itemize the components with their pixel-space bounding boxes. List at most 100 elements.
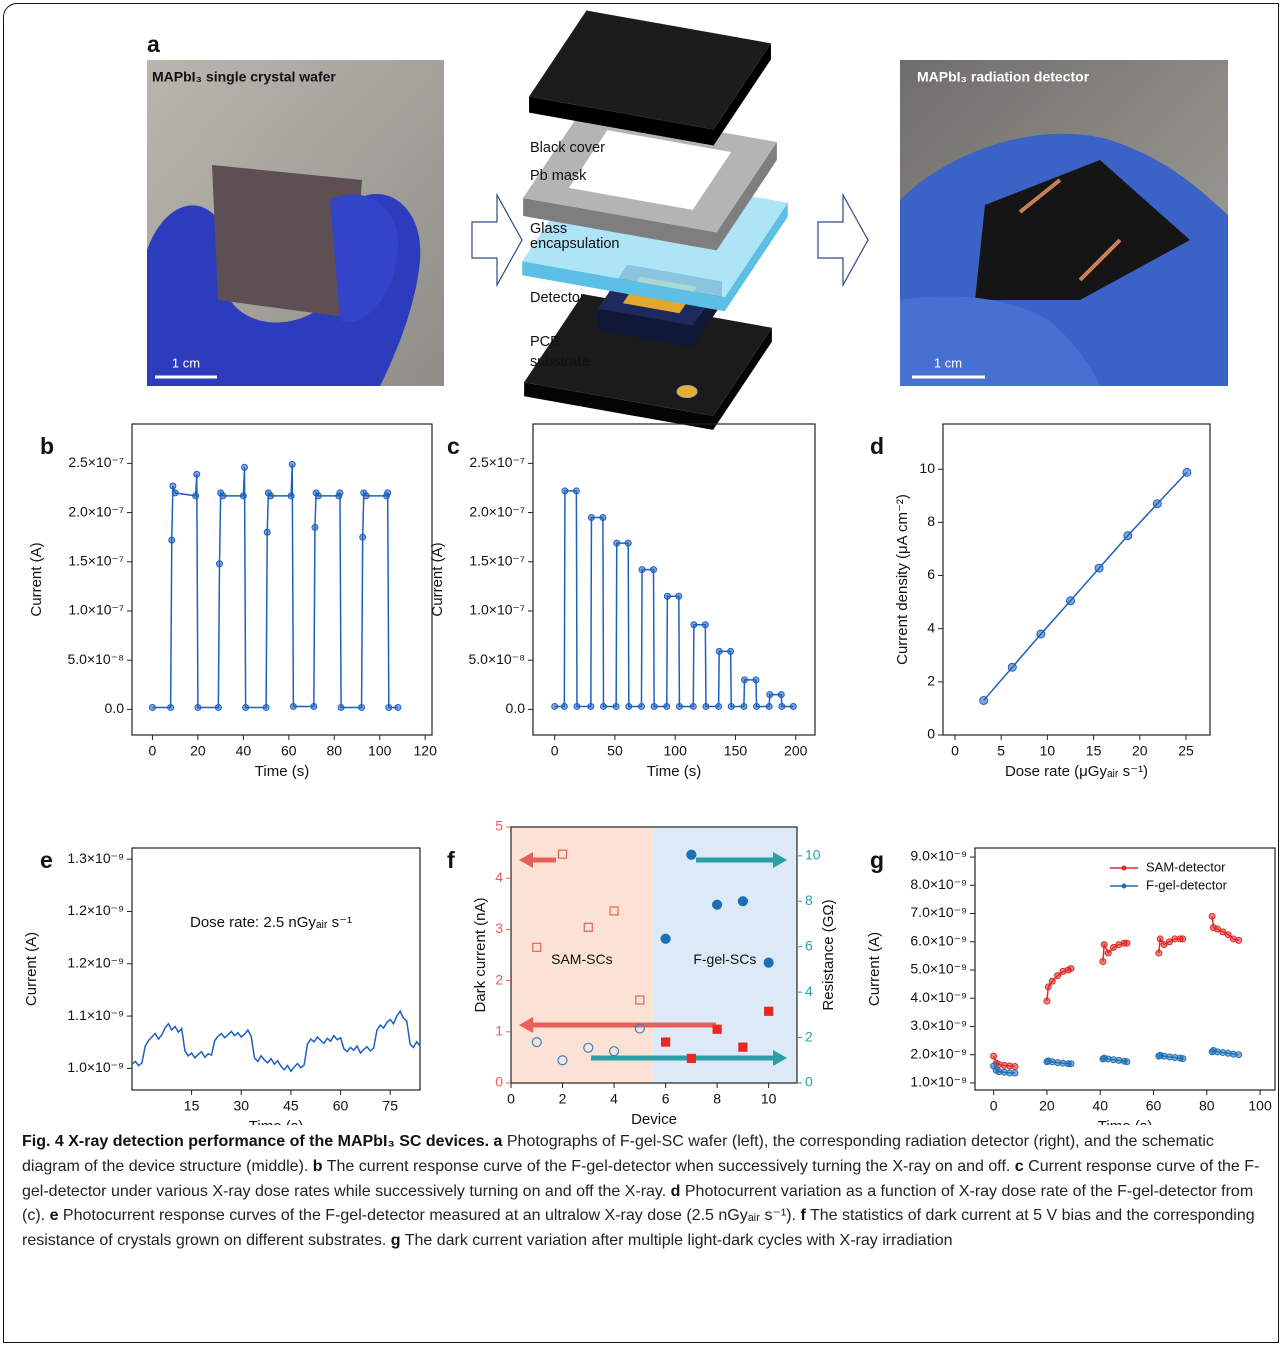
point [1095, 564, 1103, 572]
point [1209, 913, 1215, 919]
point [716, 703, 722, 709]
point [195, 704, 201, 710]
y-tick-label: 1.2×10⁻⁹ [67, 954, 124, 970]
x-tick-label: 30 [233, 1098, 249, 1114]
y-tick-label: 1 [495, 1023, 503, 1039]
point [702, 622, 708, 628]
point [1101, 942, 1107, 948]
x-tick-label: 60 [281, 743, 297, 759]
y-tick-label: 1.2×10⁻⁹ [67, 902, 124, 918]
y-tick-label: 1.5×10⁻⁷ [469, 552, 525, 568]
point [338, 704, 344, 710]
point [1105, 950, 1111, 956]
point [289, 461, 295, 467]
point [1225, 932, 1231, 938]
point [1236, 1052, 1242, 1058]
y-tick-label: 4.0×10⁻⁹ [910, 989, 967, 1005]
x-tick-label: 150 [724, 743, 748, 759]
y2-tick-label: 6 [805, 937, 813, 953]
x-tick-label: 80 [326, 743, 342, 759]
legend-label: SAM-detector [1146, 859, 1226, 874]
chart: eDose rate: 2.5 nGyₐᵢᵣ s⁻¹15304560751.0×… [23, 847, 420, 1125]
point [268, 493, 274, 499]
point [363, 493, 369, 499]
y-tick-label: 0 [927, 726, 935, 742]
point [651, 703, 657, 709]
point [778, 692, 784, 698]
x-tick-label: 20 [190, 743, 206, 759]
x-tick-label: 0 [951, 743, 959, 759]
point [764, 958, 773, 967]
y-tick-label: 5.0×10⁻⁹ [910, 961, 967, 977]
point [1153, 500, 1161, 508]
point [1180, 1056, 1186, 1062]
x-tick-label: 20 [1039, 1098, 1055, 1114]
y-tick-label: 1.3×10⁻⁹ [67, 850, 124, 866]
photo-title: MAPbI₃ radiation detector [917, 69, 1090, 85]
point [574, 703, 580, 709]
caption-label: f [800, 1207, 805, 1224]
point [713, 900, 722, 909]
chart: d05101520250246810Dose rate (μGyₐᵢᵣ s⁻¹)… [870, 424, 1210, 780]
point [1012, 1070, 1018, 1076]
point [552, 703, 558, 709]
photo-title: MAPbI₃ single crystal wafer [152, 69, 336, 85]
y-tick-label: 7.0×10⁻⁹ [910, 904, 967, 920]
point [1183, 468, 1191, 476]
pcb-pad [677, 386, 697, 398]
y-tick-label: 1.0×10⁻⁹ [67, 1059, 124, 1075]
point [193, 493, 199, 499]
point [687, 1054, 695, 1062]
x-tick-label: 60 [1146, 1098, 1162, 1114]
y-tick-label: 5.0×10⁻⁸ [468, 651, 525, 667]
y-tick-label: 2 [927, 673, 935, 689]
x-tick-label: 15 [1086, 743, 1102, 759]
y-tick-label: 9.0×10⁻⁹ [910, 848, 967, 864]
x-tick-label: 100 [368, 743, 392, 759]
point [311, 703, 317, 709]
x-tick-label: 40 [236, 743, 252, 759]
caption-label: b [313, 1158, 323, 1175]
scale-label: 1 cm [934, 355, 962, 370]
point [217, 561, 223, 567]
x-tick-label: 80 [1199, 1098, 1215, 1114]
y2-tick-label: 0 [805, 1074, 813, 1090]
y-tick-label: 2.0×10⁻⁷ [68, 503, 124, 519]
y-axis-title: Dark current (nA) [472, 897, 489, 1012]
point [613, 703, 619, 709]
point [172, 490, 178, 496]
x-tick-label: 20 [1132, 743, 1148, 759]
y-tick-label: 5 [495, 818, 503, 834]
x-tick-label: 4 [610, 1091, 618, 1107]
series-line [132, 1011, 420, 1071]
plot-frame [533, 424, 815, 735]
point [664, 593, 670, 599]
layer-label: PCB [530, 334, 560, 350]
panel-letter: c [447, 433, 460, 459]
y2-axis-title: Resistance (GΩ) [820, 899, 837, 1010]
point [1044, 998, 1050, 1004]
point [676, 703, 682, 709]
point [625, 540, 631, 546]
y-tick-label: 1.1×10⁻⁹ [67, 1007, 124, 1023]
chart: fSAM-SCsF-gel-SCs02468100123450246810Dev… [447, 818, 837, 1125]
point [242, 464, 248, 470]
point [1100, 959, 1106, 965]
point [561, 703, 567, 709]
point [215, 704, 221, 710]
x-tick-label: 0 [551, 743, 559, 759]
y-tick-label: 2 [495, 971, 503, 987]
point [588, 703, 594, 709]
point [562, 488, 568, 494]
point [315, 493, 321, 499]
x-tick-label: 100 [1248, 1098, 1272, 1114]
series-line [994, 916, 1239, 1066]
point [1157, 936, 1163, 942]
y-tick-label: 2.5×10⁻⁷ [68, 454, 124, 470]
point [1008, 663, 1016, 671]
x-tick-label: 0 [507, 1091, 515, 1107]
point [614, 540, 620, 546]
point [676, 593, 682, 599]
point [728, 648, 734, 654]
y-tick-label: 6.0×10⁻⁹ [910, 932, 967, 948]
